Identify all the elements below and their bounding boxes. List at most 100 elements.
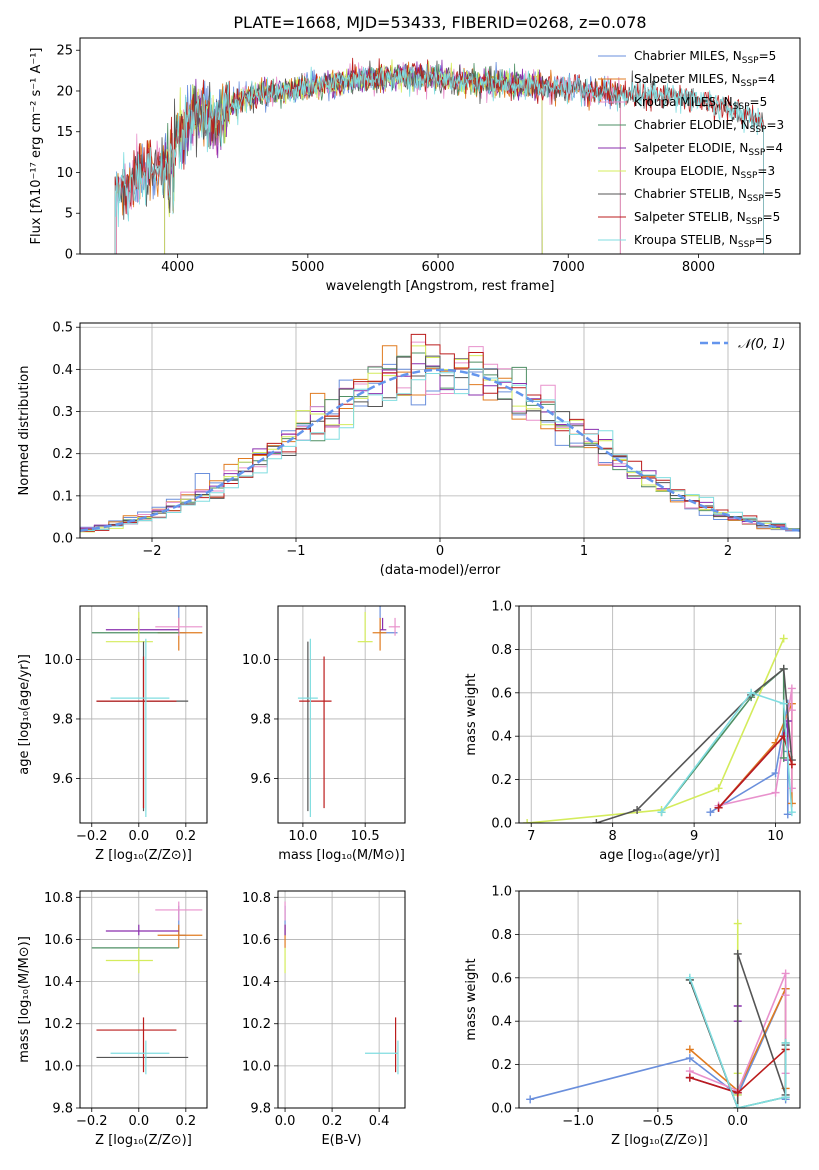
legend-entry-value: =5	[755, 233, 773, 247]
legend-entry-value: =5	[764, 187, 782, 201]
y-tick-label: 9.8	[52, 1102, 73, 1117]
x-tick-label: 7	[527, 829, 535, 844]
axes-frame	[518, 890, 801, 1109]
y-tick-label: 10.8	[44, 891, 73, 906]
x-tick-label: 9	[690, 829, 698, 844]
x-tick-label: −1.0	[562, 1114, 594, 1129]
weight-line	[660, 691, 793, 813]
weight-marker	[787, 808, 796, 817]
y-tick-label: 9.8	[250, 1102, 271, 1117]
x-tick-label: 0.2	[175, 1114, 196, 1129]
y-axis-label: mass weight	[464, 673, 479, 755]
weight-line	[660, 667, 785, 813]
legend-entry: 𝒩(0, 1)	[738, 337, 785, 352]
y-axis-label: mass [log₁₀(M/M⊙)]	[17, 936, 32, 1063]
panel-age-vs-mass: 10.0 10.5 9.6 9.8 10.0 mass [log₁₀(M/M⊙)]	[242, 605, 406, 863]
legend-entry-sub: SSP	[741, 171, 758, 181]
weight-marker	[685, 1054, 694, 1063]
weight-marker	[714, 784, 723, 793]
plot-area-mass-vs-Z	[91, 901, 203, 1075]
axes-frame	[79, 37, 801, 255]
x-tick-label: 0.0	[727, 1114, 748, 1129]
panel-residuals: −2 −1 0 1 2 0.0 0.1 0.2 0.3 0.4 0.5 (data-model)/er…	[17, 321, 801, 578]
y-axis-label: age [log₁₀(age/yr)]	[17, 654, 32, 775]
y-tick-label: 1.0	[491, 885, 512, 900]
y-tick-label: 0.6	[491, 686, 512, 701]
legend-entry-sub: SSP	[747, 194, 764, 204]
x-tick-label: −1	[286, 544, 305, 559]
x-axis-label: (data-model)/error	[380, 563, 501, 578]
x-tick-label: 6000	[422, 260, 455, 275]
y-tick-label: 0.4	[491, 730, 512, 745]
x-tick-label: −0.5	[642, 1114, 674, 1129]
axes-frame	[277, 605, 406, 824]
weight-line	[709, 703, 789, 815]
legend-entry: Salpeter MILES, NSSP=4	[634, 72, 775, 89]
spectrum-line	[114, 63, 764, 254]
x-axis-label: Z [log₁₀(Z/Z⊙)]	[95, 848, 192, 863]
weight-marker	[523, 819, 532, 823]
weight-marker	[781, 1093, 790, 1102]
weight-marker	[592, 819, 601, 823]
x-axis-label: Z [log₁₀(Z/Z⊙)]	[611, 1133, 708, 1148]
y-tick-label: 9.6	[250, 772, 271, 787]
y-tick-label: 10.6	[242, 933, 271, 948]
y-tick-label: 25	[56, 44, 73, 59]
legend-entry-sub: SSP	[750, 125, 767, 135]
y-tick-label: 0.0	[52, 532, 73, 547]
x-tick-label: −0.2	[76, 1114, 108, 1129]
legend-entry-label: Chabrier ELODIE, N	[634, 118, 750, 132]
y-tick-label: 10.4	[44, 975, 73, 990]
legend-entry-label: Chabrier STELIB, N	[634, 187, 747, 201]
y-tick-label: 5	[65, 207, 73, 222]
legend-entry-label: Salpeter STELIB, N	[634, 210, 746, 224]
panel-spectrum: 4000 5000 6000 7000 8000 0 5 10 15 20 25 wavelength…	[29, 37, 801, 294]
weight-marker	[787, 684, 796, 693]
x-tick-label: −0.2	[76, 829, 108, 844]
y-tick-label: 20	[56, 84, 73, 99]
y-tick-label: 10.2	[44, 1017, 73, 1032]
panel-weight-vs-age: 7 8 9 10 0.0 0.2 0.4 0.6 0.8 1.0 age [log₁₀(age/yr…	[464, 600, 801, 863]
y-tick-label: 0	[65, 248, 73, 263]
y-tick-label: 0.0	[491, 817, 512, 832]
weight-marker	[733, 949, 742, 958]
legend-entry-value: =5	[750, 95, 768, 109]
legend-entry-value: =5	[763, 210, 781, 224]
weight-marker	[633, 805, 642, 814]
axes-frame	[518, 605, 801, 824]
weight-marker	[685, 973, 694, 982]
legend-entry: Chabrier STELIB, NSSP=5	[634, 187, 782, 204]
legend-entry-sub: SSP	[742, 56, 759, 66]
x-tick-label: 0.2	[322, 1114, 343, 1129]
weight-marker	[685, 1073, 694, 1082]
x-tick-label: 0.2	[175, 829, 196, 844]
weight-marker	[779, 753, 788, 762]
y-tick-label: 10	[56, 166, 73, 181]
weight-marker	[787, 706, 796, 715]
x-tick-label: 0.0	[275, 1114, 296, 1129]
weight-marker	[733, 1088, 742, 1097]
y-tick-label: 10.0	[242, 1059, 271, 1074]
weight-marker	[733, 919, 742, 928]
y-tick-label: 1.0	[491, 600, 512, 615]
weight-marker	[779, 634, 788, 643]
x-tick-label: 2	[724, 544, 732, 559]
axes-frame	[79, 605, 208, 824]
y-tick-label: 0.1	[52, 489, 73, 504]
legend-entry-sub: SSP	[738, 240, 755, 250]
y-tick-label: 10.8	[242, 891, 271, 906]
plot-layer: 4000 5000 6000 7000 80000510152025wavelength…	[17, 37, 801, 1148]
panel-age-vs-Z: −0.2 0.0 0.2 9.6 9.8 10.0 Z [log₁₀(Z/Z⊙)] age […	[17, 605, 208, 863]
y-axis-label: mass weight	[464, 958, 479, 1040]
weight-marker	[771, 788, 780, 797]
weight-marker	[781, 969, 790, 978]
x-axis-label: Z [log₁₀(Z/Z⊙)]	[95, 1133, 192, 1148]
x-tick-label: 7000	[552, 260, 585, 275]
panel-mass-vs-EBV: 0.0 0.2 0.4 9.8 10.0 10.2 10.4 10.6 10.8 E(B-V)	[242, 890, 406, 1148]
x-tick-label: 10.5	[351, 829, 380, 844]
legend-entry-sub: SSP	[741, 79, 758, 89]
legend-entry-sub: SSP	[746, 217, 763, 227]
y-tick-label: 0.2	[52, 447, 73, 462]
y-tick-label: 10.6	[44, 933, 73, 948]
x-tick-label: 0.4	[369, 1114, 390, 1129]
